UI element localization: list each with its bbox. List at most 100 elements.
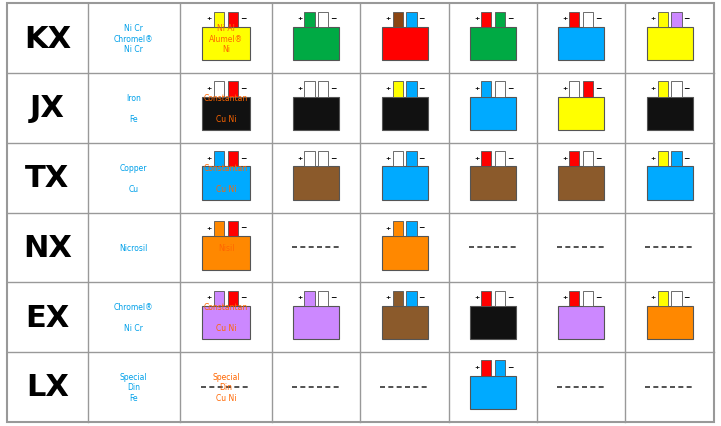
Text: Special
Din
Cu Ni: Special Din Cu Ni xyxy=(212,372,240,402)
Text: −: − xyxy=(330,293,337,302)
Text: +: + xyxy=(562,294,567,299)
FancyBboxPatch shape xyxy=(407,13,417,28)
Text: +: + xyxy=(206,155,212,160)
Text: KX: KX xyxy=(24,25,71,54)
FancyBboxPatch shape xyxy=(570,291,580,306)
FancyBboxPatch shape xyxy=(583,152,593,167)
FancyBboxPatch shape xyxy=(393,291,403,306)
FancyBboxPatch shape xyxy=(213,82,224,98)
Text: −: − xyxy=(595,153,601,162)
FancyBboxPatch shape xyxy=(495,13,505,28)
Text: −: − xyxy=(684,14,690,23)
Text: +: + xyxy=(386,16,391,21)
Text: −: − xyxy=(507,84,513,93)
FancyBboxPatch shape xyxy=(293,98,340,131)
FancyBboxPatch shape xyxy=(213,152,224,167)
Text: Chromel®

Ni Cr: Chromel® Ni Cr xyxy=(114,302,154,332)
Text: +: + xyxy=(562,16,567,21)
FancyBboxPatch shape xyxy=(647,28,693,61)
Text: −: − xyxy=(330,153,337,162)
FancyBboxPatch shape xyxy=(393,13,403,28)
FancyBboxPatch shape xyxy=(228,291,239,306)
FancyBboxPatch shape xyxy=(671,82,681,98)
FancyBboxPatch shape xyxy=(470,28,516,61)
FancyBboxPatch shape xyxy=(570,13,580,28)
FancyBboxPatch shape xyxy=(202,98,250,131)
Text: Copper

Cu: Copper Cu xyxy=(120,163,147,193)
FancyBboxPatch shape xyxy=(658,13,668,28)
FancyBboxPatch shape xyxy=(481,82,491,98)
Text: +: + xyxy=(474,294,479,299)
FancyBboxPatch shape xyxy=(481,13,491,28)
Text: −: − xyxy=(418,84,425,93)
Text: −: − xyxy=(418,153,425,162)
FancyBboxPatch shape xyxy=(304,152,314,167)
Text: NX: NX xyxy=(23,233,72,262)
Text: −: − xyxy=(418,293,425,302)
FancyBboxPatch shape xyxy=(393,152,403,167)
FancyBboxPatch shape xyxy=(393,82,403,98)
FancyBboxPatch shape xyxy=(583,291,593,306)
FancyBboxPatch shape xyxy=(381,98,428,131)
Text: −: − xyxy=(684,84,690,93)
FancyBboxPatch shape xyxy=(481,360,491,376)
Text: −: − xyxy=(684,293,690,302)
Text: Constantan

Cu Ni: Constantan Cu Ni xyxy=(204,302,248,332)
Text: +: + xyxy=(562,86,567,91)
Text: +: + xyxy=(474,16,479,21)
Text: TX: TX xyxy=(25,164,69,193)
FancyBboxPatch shape xyxy=(202,306,250,340)
Text: −: − xyxy=(684,153,690,162)
Text: Constantan

Cu Ni: Constantan Cu Ni xyxy=(204,163,248,193)
FancyBboxPatch shape xyxy=(381,167,428,201)
Text: +: + xyxy=(474,364,479,369)
FancyBboxPatch shape xyxy=(558,167,604,201)
Text: Ni Al
Alumel®
Ni: Ni Al Alumel® Ni xyxy=(209,24,243,54)
FancyBboxPatch shape xyxy=(671,291,681,306)
FancyBboxPatch shape xyxy=(393,222,403,237)
Text: −: − xyxy=(595,293,601,302)
FancyBboxPatch shape xyxy=(293,28,340,61)
FancyBboxPatch shape xyxy=(304,291,314,306)
Text: −: − xyxy=(418,14,425,23)
Text: −: − xyxy=(507,362,513,371)
Text: Special
Din
Fe: Special Din Fe xyxy=(120,372,148,402)
FancyBboxPatch shape xyxy=(481,152,491,167)
FancyBboxPatch shape xyxy=(228,82,239,98)
FancyBboxPatch shape xyxy=(381,306,428,340)
Text: −: − xyxy=(240,84,247,93)
Text: +: + xyxy=(650,16,656,21)
FancyBboxPatch shape xyxy=(583,82,593,98)
Text: −: − xyxy=(418,223,425,232)
Text: −: − xyxy=(330,14,337,23)
FancyBboxPatch shape xyxy=(658,152,668,167)
Text: +: + xyxy=(562,155,567,160)
FancyBboxPatch shape xyxy=(407,82,417,98)
Text: +: + xyxy=(297,86,303,91)
Text: −: − xyxy=(330,84,337,93)
FancyBboxPatch shape xyxy=(647,306,693,340)
Text: +: + xyxy=(474,155,479,160)
FancyBboxPatch shape xyxy=(658,291,668,306)
FancyBboxPatch shape xyxy=(647,98,693,131)
Text: −: − xyxy=(507,14,513,23)
FancyBboxPatch shape xyxy=(470,98,516,131)
FancyBboxPatch shape xyxy=(407,291,417,306)
Text: −: − xyxy=(595,84,601,93)
FancyBboxPatch shape xyxy=(213,291,224,306)
Text: −: − xyxy=(595,14,601,23)
Text: −: − xyxy=(507,293,513,302)
FancyBboxPatch shape xyxy=(658,82,668,98)
Text: +: + xyxy=(386,155,391,160)
FancyBboxPatch shape xyxy=(570,82,580,98)
FancyBboxPatch shape xyxy=(228,152,239,167)
Text: +: + xyxy=(297,16,303,21)
FancyBboxPatch shape xyxy=(293,306,340,340)
FancyBboxPatch shape xyxy=(304,82,314,98)
Text: +: + xyxy=(650,155,656,160)
Text: +: + xyxy=(386,294,391,299)
FancyBboxPatch shape xyxy=(304,13,314,28)
Text: Ni Cr
Chromel®
Ni Cr: Ni Cr Chromel® Ni Cr xyxy=(114,24,154,54)
FancyBboxPatch shape xyxy=(647,167,693,201)
FancyBboxPatch shape xyxy=(213,222,224,237)
